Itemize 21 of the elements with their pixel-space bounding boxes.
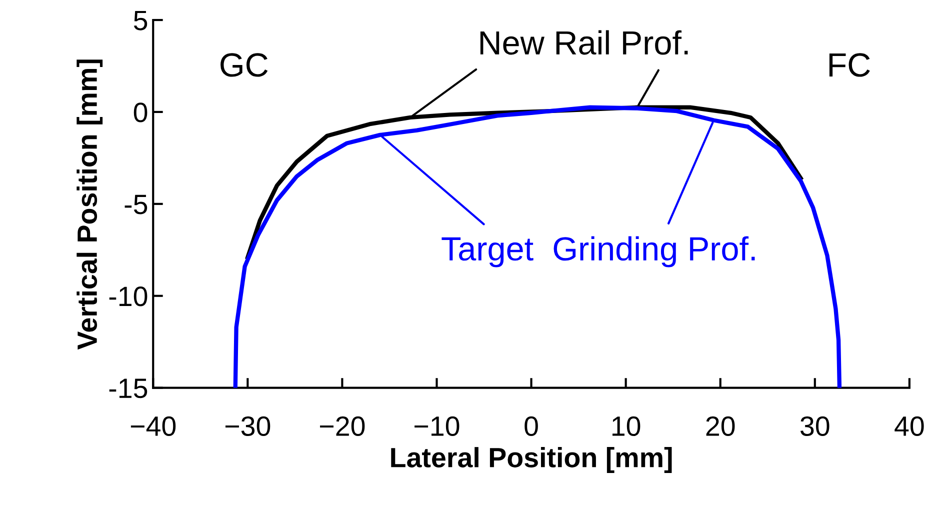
y-tick-label: -5: [124, 194, 148, 214]
y-tick-label: -15: [109, 378, 148, 398]
x-tick-label: 10: [612, 416, 640, 436]
x-tick-label: 0: [524, 416, 538, 436]
x-tick-label: −30: [225, 416, 270, 436]
x-tick-label: 40: [894, 416, 924, 436]
x-axis-title: Lateral Position [mm]: [391, 447, 672, 473]
annotation: FC: [829, 53, 870, 77]
x-tick-label: 30: [800, 416, 830, 436]
y-tick-label: 5: [134, 10, 148, 30]
y-tick-label: -10: [109, 286, 148, 306]
annotation: GC: [220, 53, 268, 77]
line-series: [233, 105, 842, 388]
y-tick-label: 0: [134, 102, 148, 122]
x-tick-label: −10: [414, 416, 460, 436]
series-label: New Rail Prof.: [480, 30, 688, 55]
series-label: Target Grinding Prof.: [442, 236, 755, 268]
x-tick-label: −20: [320, 416, 365, 436]
x-tick-label: −40: [130, 416, 176, 436]
x-tick-label: 20: [706, 416, 735, 436]
y-axis-title: Vertical Position [mm]: [76, 60, 103, 350]
